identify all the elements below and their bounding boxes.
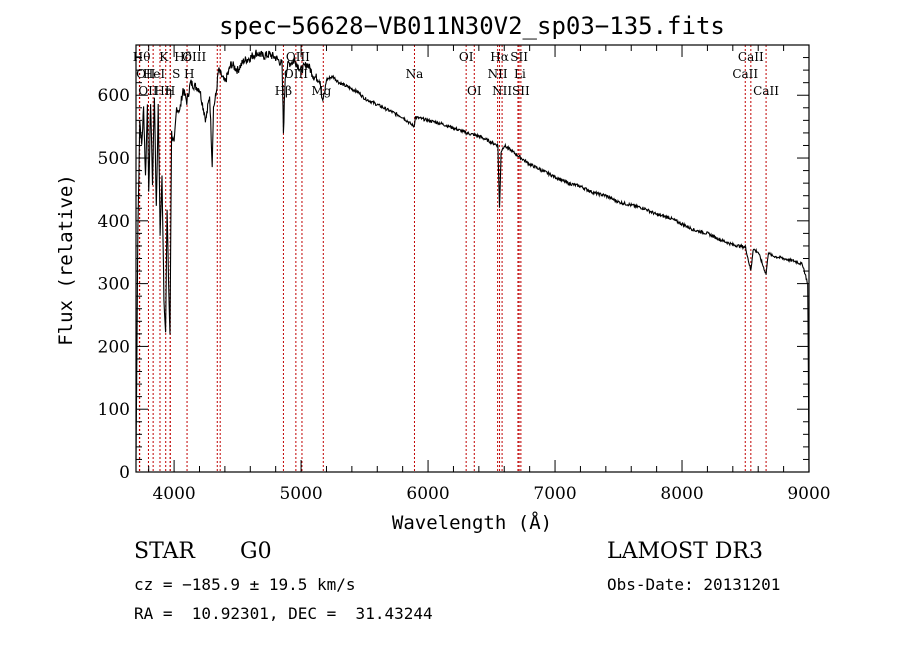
x-tick-label: 9000 xyxy=(787,484,830,504)
spectral-line-label: NII xyxy=(488,67,508,81)
spectral-line-label: Hβ xyxy=(275,84,292,98)
y-axis-ticks: 0 100 200 300 400 500 600 xyxy=(98,57,809,483)
redshift-velocity: cz = −185.9 ± 19.5 km/s xyxy=(134,575,356,594)
chart-title: spec−56628−VB011N30V2_sp03−135.fits xyxy=(219,12,725,40)
y-tick-label: 0 xyxy=(119,463,130,483)
spectral-line-label: SII xyxy=(512,84,530,98)
spectral-line-label: CaII xyxy=(732,67,758,81)
y-tick-label: 600 xyxy=(98,86,130,106)
observation-date: Obs-Date: 20131201 xyxy=(607,575,781,594)
x-tick-label: 5000 xyxy=(279,484,322,504)
y-tick-label: 300 xyxy=(98,275,130,295)
spectral-line-label: HeI xyxy=(143,67,166,81)
spectral-line-label: NII xyxy=(492,84,512,98)
x-tick-label: 6000 xyxy=(406,484,449,504)
spectral-line-label: K xyxy=(159,50,169,64)
spectral-line-label: OIII xyxy=(182,50,206,64)
spectral-line-label: OII xyxy=(138,84,158,98)
spectral-line-label: OI xyxy=(459,50,474,64)
spectral-line-label: OI xyxy=(467,84,482,98)
y-axis-label: Flux (relative) xyxy=(55,174,77,346)
spectral-line-label: Hθ xyxy=(133,50,151,64)
spectral-line-label: CaII xyxy=(738,50,764,64)
spectral-line-label: Hδ xyxy=(174,50,192,64)
spectral-line-label: CaII xyxy=(753,84,779,98)
y-tick-label: 100 xyxy=(98,400,130,420)
spectral-subclass: G0 xyxy=(240,539,272,564)
spectral-line-label: S xyxy=(172,67,180,81)
x-axis-ticks: 4000 5000 6000 7000 8000 9000 xyxy=(148,45,831,504)
spectral-line-label: SII xyxy=(510,50,528,64)
flux-series-line xyxy=(135,49,810,473)
spectral-line-label: OIII xyxy=(286,50,310,64)
spectral-line-label: Na xyxy=(406,67,424,81)
spectral-line-label: Li xyxy=(514,67,526,81)
x-tick-label: 8000 xyxy=(660,484,703,504)
ra-dec-coordinates: RA = 10.92301, DEC = 31.43244 xyxy=(134,604,433,623)
spectral-line-label: Hη xyxy=(154,84,172,98)
spectral-line-label: H xyxy=(184,67,194,81)
object-class: STAR xyxy=(134,539,195,564)
x-axis-label: Wavelength (Å) xyxy=(392,511,552,534)
y-tick-label: 400 xyxy=(98,212,130,232)
y-tick-label: 200 xyxy=(98,337,130,357)
x-tick-label: 7000 xyxy=(533,484,576,504)
spectral-line-label: H xyxy=(165,84,175,98)
spectral-line-label: Hα xyxy=(490,50,509,64)
spectral-line-markers xyxy=(138,45,767,472)
y-tick-label: 500 xyxy=(98,149,130,169)
plot-frame xyxy=(135,44,810,473)
survey-name: LAMOST DR3 xyxy=(607,539,763,564)
x-tick-label: 4000 xyxy=(152,484,195,504)
